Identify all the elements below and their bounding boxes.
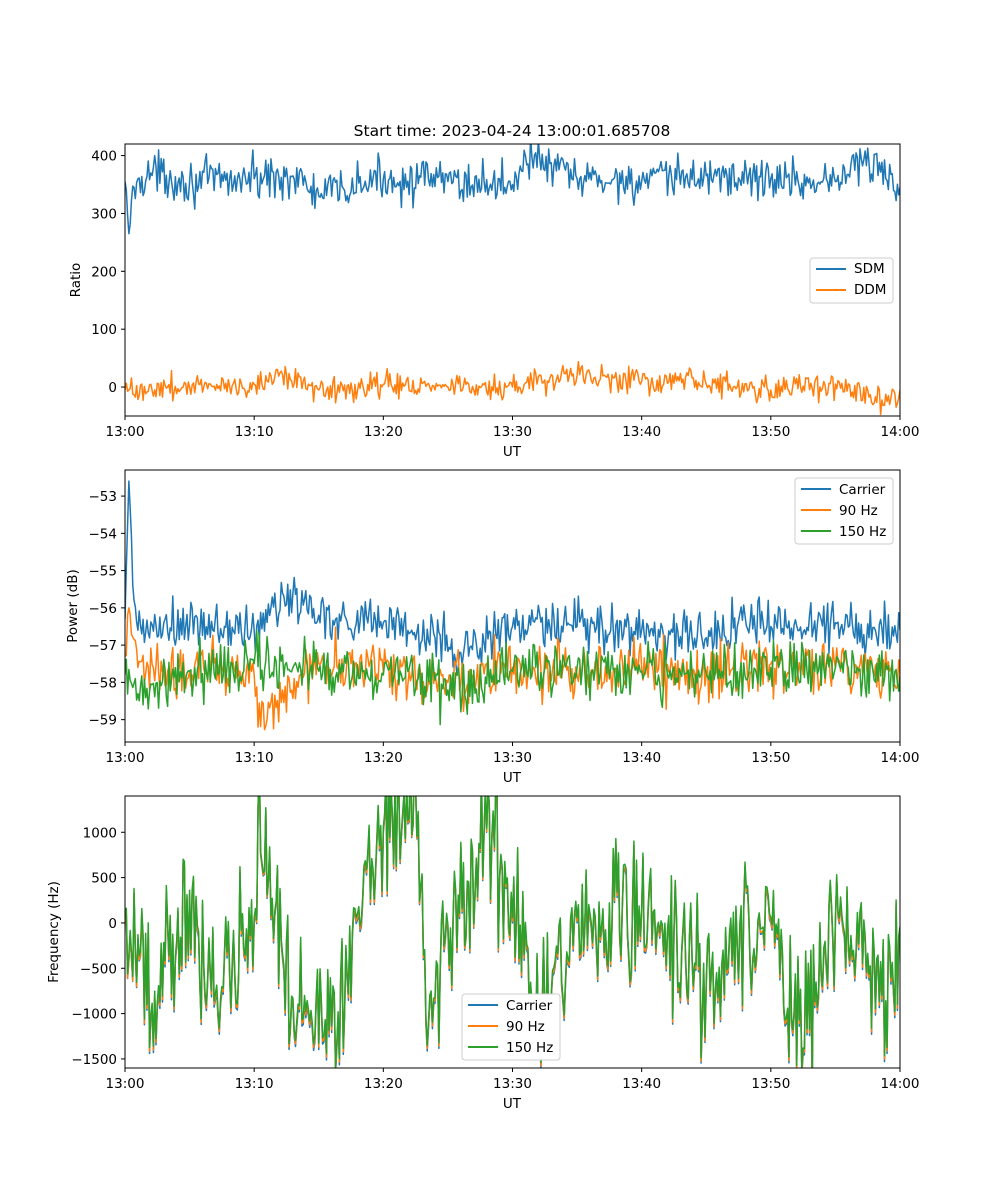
ratio-y-tick-label: 300 bbox=[91, 206, 117, 222]
frequency-y-tick-label: −500 bbox=[80, 961, 117, 977]
power-y-tick-label: −53 bbox=[89, 489, 118, 505]
legend-label-90hz: 90 Hz bbox=[506, 1019, 545, 1035]
frequency-x-tick-label: 14:00 bbox=[881, 1076, 920, 1092]
power-x-tick-label: 13:40 bbox=[622, 750, 661, 766]
power-x-tick-label: 13:20 bbox=[364, 750, 403, 766]
power-x-tick-label: 13:10 bbox=[235, 750, 274, 766]
ratio-y-tick-label: 200 bbox=[91, 264, 117, 280]
frequency-y-tick-label: −1000 bbox=[71, 1007, 117, 1023]
frequency-x-tick-label: 13:30 bbox=[493, 1076, 532, 1092]
frequency-y-tick-label: 500 bbox=[91, 871, 117, 887]
power-x-tick-label: 14:00 bbox=[881, 750, 920, 766]
frequency-x-tick-label: 13:50 bbox=[751, 1076, 790, 1092]
ratio-x-tick-label: 13:10 bbox=[235, 424, 274, 440]
ratio-legend: SDM DDM bbox=[809, 257, 894, 304]
ratio-y-tick-label: 400 bbox=[91, 149, 117, 165]
frequency-x-tick-label: 13:40 bbox=[622, 1076, 661, 1092]
legend-label-ddm: DDM bbox=[854, 282, 886, 298]
legend-label-90hz: 90 Hz bbox=[839, 503, 878, 519]
frequency-series-line-150hz bbox=[125, 796, 900, 1068]
ratio-series-line-ddm bbox=[125, 360, 900, 416]
power-y-tick-label: −57 bbox=[89, 638, 118, 654]
power-y-tick-label: −55 bbox=[89, 564, 118, 580]
frequency-x-tick-label: 13:20 bbox=[364, 1076, 403, 1092]
ratio-x-tick-label: 13:00 bbox=[106, 424, 145, 440]
frequency-y-axis-label: Frequency (Hz) bbox=[46, 881, 62, 983]
frequency-y-tick-label: −1500 bbox=[71, 1052, 117, 1068]
power-series-line-carrier bbox=[125, 480, 900, 677]
frequency-panel: 13:00 13:10 13:20 13:30 13:40 13:50 14:00 −1500… bbox=[46, 795, 920, 1112]
power-series-line-150hz bbox=[125, 629, 900, 726]
frequency-x-axis-label: UT bbox=[503, 1096, 522, 1112]
power-legend: Carrier 90 Hz 150 Hz bbox=[794, 477, 894, 545]
power-series-line-90hz bbox=[125, 607, 900, 731]
power-legend-box bbox=[794, 477, 894, 545]
ratio-x-tick-label: 14:00 bbox=[881, 424, 920, 440]
legend-label-sdm: SDM bbox=[854, 261, 885, 277]
frequency-legend-box bbox=[461, 993, 561, 1061]
legend-label-150hz: 150 Hz bbox=[506, 1040, 553, 1056]
power-x-axis-label: UT bbox=[503, 770, 522, 786]
power-plot-area: 13:00 13:10 13:20 13:30 13:40 13:50 14:00 −59 −5… bbox=[89, 469, 920, 766]
legend-label-carrier: Carrier bbox=[506, 998, 553, 1014]
frequency-x-tick-label: 13:00 bbox=[106, 1076, 145, 1092]
legend-label-150hz: 150 Hz bbox=[839, 524, 886, 540]
power-x-tick-label: 13:30 bbox=[493, 750, 532, 766]
power-y-tick-label: −58 bbox=[89, 675, 118, 691]
power-y-tick-label: −59 bbox=[89, 713, 118, 729]
power-y-tick-label: −56 bbox=[89, 601, 118, 617]
chart-title: Start time: 2023-04-24 13:00:01.685708 bbox=[354, 122, 671, 140]
ratio-y-axis-label: Ratio bbox=[68, 263, 84, 298]
frequency-x-tick-label: 13:10 bbox=[235, 1076, 274, 1092]
power-panel: 13:00 13:10 13:20 13:30 13:40 13:50 14:00 −59 −5… bbox=[65, 469, 920, 786]
frequency-y-tick-label: 1000 bbox=[83, 825, 117, 841]
frequency-y-tick-label: 0 bbox=[108, 916, 117, 932]
power-x-tick-label: 13:50 bbox=[751, 750, 790, 766]
legend-label-carrier: Carrier bbox=[839, 482, 886, 498]
ratio-y-tick-label: 0 bbox=[108, 380, 117, 396]
ratio-x-axis-label: UT bbox=[503, 444, 522, 460]
ratio-x-tick-label: 13:50 bbox=[751, 424, 790, 440]
ratio-series-line-sdm bbox=[125, 144, 900, 235]
frequency-legend: Carrier 90 Hz 150 Hz bbox=[461, 993, 561, 1061]
ratio-x-tick-label: 13:40 bbox=[622, 424, 661, 440]
frequency-plot-area: 13:00 13:10 13:20 13:30 13:40 13:50 14:00 −1500… bbox=[71, 795, 920, 1092]
ratio-x-tick-label: 13:20 bbox=[364, 424, 403, 440]
ratio-panel: Start time: 2023-04-24 13:00:01.685708 1… bbox=[68, 122, 919, 460]
ratio-y-tick-label: 100 bbox=[91, 322, 117, 338]
power-y-tick-label: −54 bbox=[89, 526, 118, 542]
ratio-x-tick-label: 13:30 bbox=[493, 424, 532, 440]
power-y-axis-label: Power (dB) bbox=[65, 569, 81, 642]
ratio-plot-area: 13:00 13:10 13:20 13:30 13:40 13:50 14:00 0 100 2… bbox=[91, 143, 920, 440]
power-x-tick-label: 13:00 bbox=[106, 750, 145, 766]
